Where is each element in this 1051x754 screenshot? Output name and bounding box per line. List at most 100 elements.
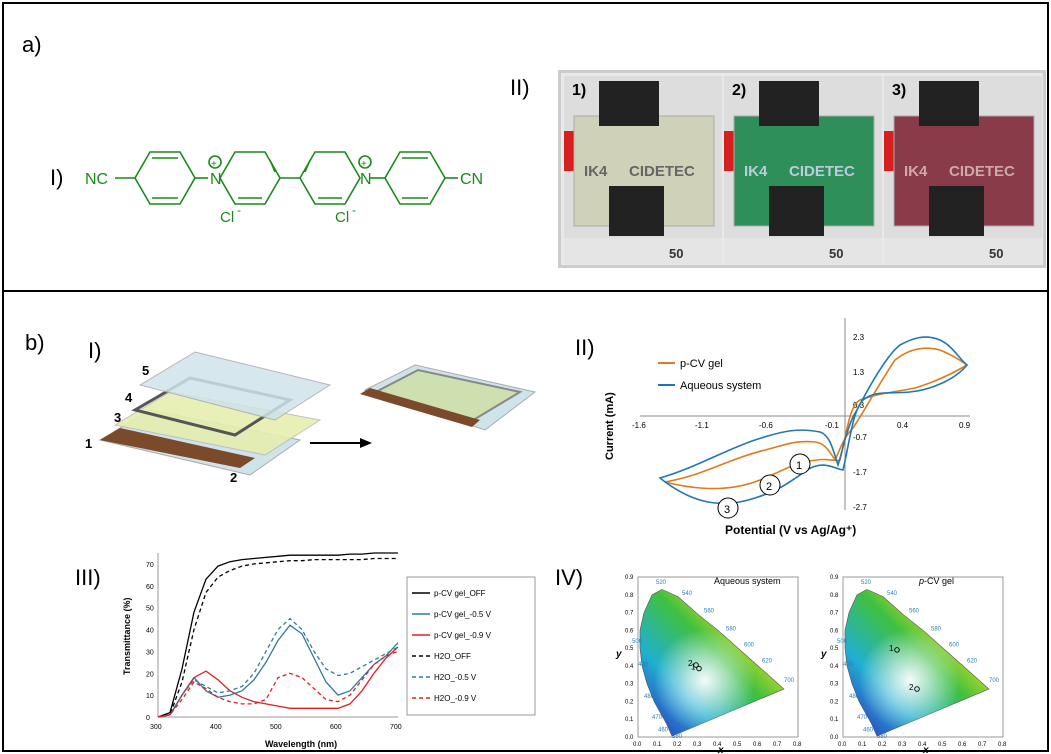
layer-3: 3: [114, 410, 121, 425]
cie-xtick: 0.2: [878, 742, 887, 748]
tr-xtick: 600: [330, 724, 342, 731]
cie-ytick: 0.5: [830, 646, 839, 652]
cie-wavelength: 460: [658, 728, 669, 734]
svg-text:50: 50: [829, 246, 843, 261]
label-b-iii: III): [75, 565, 101, 590]
cie-point-label: 2: [688, 659, 693, 668]
tr-series-line: [157, 617, 399, 718]
cie-xtick: 0.0: [633, 742, 642, 748]
cie-xtick: 0.5: [938, 742, 947, 748]
photo-panel-3: IK4 CIDETEC 50 3): [884, 76, 1042, 264]
layer-2: 2: [230, 470, 237, 485]
cv-xtick: -1.1: [695, 421, 709, 430]
svg-text:CIDETEC: CIDETEC: [949, 163, 1015, 180]
cv-legend-orange: p-CV gel: [680, 358, 723, 370]
cv-xtick: -0.6: [759, 421, 773, 430]
cie-point-label: 1: [889, 644, 894, 653]
chloride-right: Cl: [335, 209, 349, 226]
cie-wavelength: 500: [837, 639, 848, 645]
label-b-i: I): [88, 338, 102, 363]
cn-group: CN: [460, 171, 483, 188]
device-schematic: 1 2 3 4 5: [85, 351, 537, 485]
cie-wavelength: 500: [632, 639, 643, 645]
cv-xtick: 0.4: [897, 421, 909, 430]
tr-ytick: 30: [146, 649, 154, 656]
svg-text:CIDETEC: CIDETEC: [789, 163, 855, 180]
cie-xtick: 0.1: [653, 742, 662, 748]
svg-text:IK4: IK4: [904, 163, 928, 180]
svg-text:CIDETEC: CIDETEC: [629, 163, 695, 180]
section-b-frame: [2, 290, 1049, 752]
cie-ytick: 0.1: [625, 717, 634, 723]
cie-ytick: 0.8: [830, 593, 839, 599]
tr-ytick: 40: [146, 628, 154, 635]
cie-wavelength: 480: [849, 694, 860, 700]
cie-xaxis: x: [717, 745, 724, 754]
cie-yaxis: y: [615, 649, 622, 660]
cie-wavelength: 620: [967, 658, 978, 664]
cie-xtick: 0.6: [958, 742, 967, 748]
cie-xtick: 0.1: [858, 742, 867, 748]
tr-ytick: 10: [146, 693, 154, 700]
cie-wavelength: 480: [644, 694, 655, 700]
cie-xtick: 0.2: [673, 742, 682, 748]
cie-wavelength: 540: [887, 591, 898, 597]
layer-5: 5: [142, 363, 149, 378]
cv-marker-2: 2: [766, 481, 772, 493]
cie-point: [914, 686, 920, 692]
label-a-i: I): [50, 165, 64, 190]
cv-xtick: -0.1: [825, 421, 839, 430]
cie-wavelength: 600: [949, 642, 960, 648]
cie-wavelength: 520: [861, 580, 872, 586]
cv-ytick: 2.3: [853, 333, 865, 342]
photo-panel-2: IK4 CIDETEC 50 2): [724, 76, 882, 264]
cie-xtick: 0.3: [898, 742, 907, 748]
cie-wavelength: 700: [784, 678, 795, 684]
cie-ytick: 0.0: [625, 735, 634, 741]
cie-wavelength: 520: [656, 580, 667, 586]
cv-marker-3: 3: [724, 504, 730, 516]
cie-yaxis: y: [820, 649, 827, 660]
cie-ytick: 0.2: [625, 699, 634, 705]
tr-legend-label: p-CV gel_-0.9 V: [434, 631, 492, 640]
tr-ytick: 20: [146, 671, 154, 678]
cv-legend-blue: Aqueous system: [680, 380, 761, 392]
tr-series-line: [157, 557, 398, 718]
logo-1: IK4: [584, 163, 608, 180]
cie-ytick: 0.7: [830, 611, 839, 617]
cie-xtick: 0.7: [773, 742, 782, 748]
cie-point-label: 2: [909, 683, 914, 692]
cie-wavelength: 600: [744, 642, 755, 648]
svg-text:50: 50: [989, 246, 1003, 261]
svg-text:50: 50: [669, 246, 683, 261]
photo-number-2: 2): [732, 82, 747, 99]
cie-ytick: 0.5: [625, 646, 634, 652]
tr-ytick: 0: [146, 715, 150, 722]
tr-xtick: 500: [270, 724, 282, 731]
photo-number-1: 1): [572, 82, 587, 99]
tr-legend-label: p-CV gel_OFF: [434, 589, 486, 598]
cie-xtick: 0.5: [733, 742, 742, 748]
cie-ytick: 0.6: [830, 628, 839, 634]
cie-xtick: 0.4: [713, 742, 722, 748]
tr-ytick: 50: [146, 606, 154, 613]
cie-ytick: 0.0: [830, 735, 839, 741]
label-a-ii: II): [510, 75, 530, 100]
cv-xlabel: Potential (V vs Ag/Ag⁺): [725, 523, 856, 537]
cie-xtick: 0.8: [998, 742, 1007, 748]
tr-xlabel: Wavelength (nm): [265, 739, 337, 749]
cie-wavelength: 560: [909, 609, 920, 615]
viologen-molecule: NC CN N N + + Cl - Cl -: [85, 151, 483, 226]
tr-ytick: 70: [146, 562, 154, 569]
plus-right: +: [361, 159, 367, 170]
tr-legend-label: H2O_OFF: [434, 652, 471, 661]
layer-1: 1: [85, 436, 92, 451]
tr-series-line: [157, 646, 399, 718]
cie-wavelength: 490: [843, 662, 854, 668]
tr-legend-label: p-CV gel_-0.5 V: [434, 610, 492, 619]
tr-series-line: [157, 624, 399, 718]
cie-ytick: 0.4: [830, 664, 839, 670]
label-b-ii: II): [575, 335, 595, 360]
layer-4: 4: [125, 390, 133, 405]
tr-legend-label: H2O_-0.9 V: [434, 694, 477, 703]
